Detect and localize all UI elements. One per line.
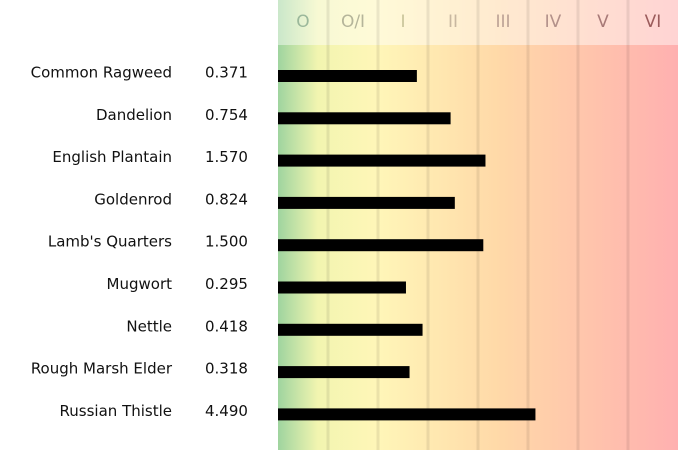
header-band bbox=[278, 0, 678, 45]
class-label: VI bbox=[645, 12, 662, 32]
bar bbox=[278, 70, 417, 82]
category-label: Common Ragweed bbox=[31, 64, 172, 82]
value-label: 0.754 bbox=[205, 106, 248, 124]
class-label: V bbox=[597, 12, 609, 32]
value-label: 4.490 bbox=[205, 402, 248, 420]
bar bbox=[278, 281, 406, 294]
category-label: Dandelion bbox=[96, 106, 172, 124]
class-label: I bbox=[400, 12, 405, 32]
value-label: 0.371 bbox=[205, 64, 248, 82]
value-label: 0.824 bbox=[205, 190, 248, 208]
class-label: III bbox=[495, 12, 510, 32]
bar bbox=[278, 112, 451, 125]
category-label: Goldenrod bbox=[94, 190, 172, 208]
category-label: Lamb's Quarters bbox=[48, 233, 172, 251]
value-label: 0.318 bbox=[205, 360, 248, 378]
category-label: Nettle bbox=[126, 317, 172, 335]
bar bbox=[278, 154, 486, 167]
value-label: 0.418 bbox=[205, 317, 248, 335]
class-label: IV bbox=[545, 12, 562, 32]
bar bbox=[278, 323, 423, 336]
value-label: 1.570 bbox=[205, 148, 248, 166]
bar bbox=[278, 239, 484, 252]
value-label: 1.500 bbox=[205, 233, 248, 251]
class-label: II bbox=[448, 12, 458, 32]
class-label: O/I bbox=[341, 12, 365, 32]
category-label: English Plantain bbox=[52, 148, 172, 166]
bar bbox=[278, 196, 455, 209]
bar bbox=[278, 366, 410, 379]
class-label: O bbox=[296, 12, 309, 32]
category-label: Rough Marsh Elder bbox=[31, 360, 173, 378]
category-label: Russian Thistle bbox=[60, 402, 172, 420]
bar bbox=[278, 408, 536, 421]
value-label: 0.295 bbox=[205, 275, 248, 293]
category-label: Mugwort bbox=[107, 275, 173, 293]
